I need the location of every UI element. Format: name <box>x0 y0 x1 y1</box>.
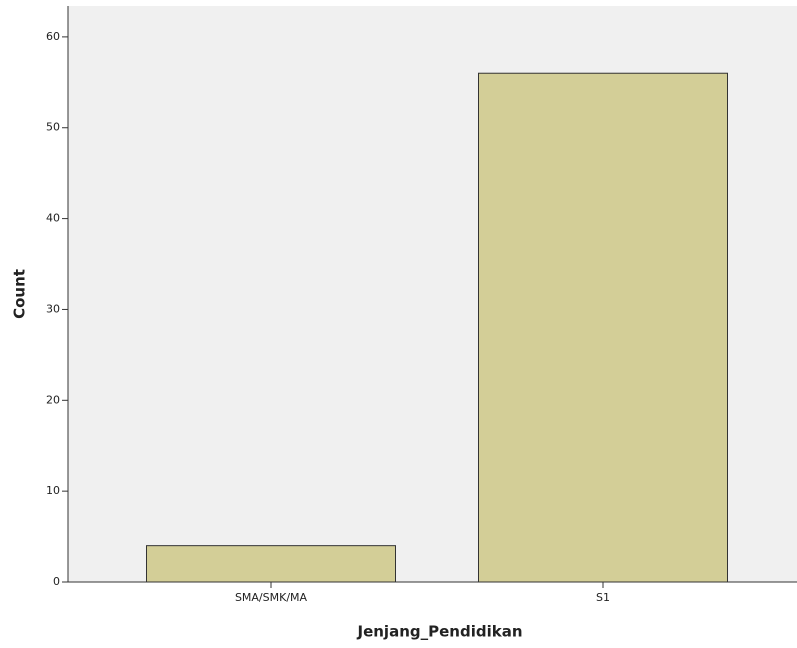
y-tick-label: 0 <box>53 575 60 588</box>
y-axis-title: Count <box>11 269 29 319</box>
y-tick-label: 30 <box>46 302 60 315</box>
x-tick-label: SMA/SMK/MA <box>235 591 308 604</box>
y-tick-label: 60 <box>46 30 60 43</box>
y-tick-label: 20 <box>46 393 60 406</box>
bar <box>146 545 396 583</box>
y-tick-label: 10 <box>46 484 60 497</box>
y-tick-label: 50 <box>46 121 60 134</box>
x-tick-label: S1 <box>596 591 610 604</box>
bar <box>478 72 728 583</box>
y-tick-label: 40 <box>46 212 60 225</box>
x-axis-title: Jenjang_Pendidikan <box>357 623 523 641</box>
